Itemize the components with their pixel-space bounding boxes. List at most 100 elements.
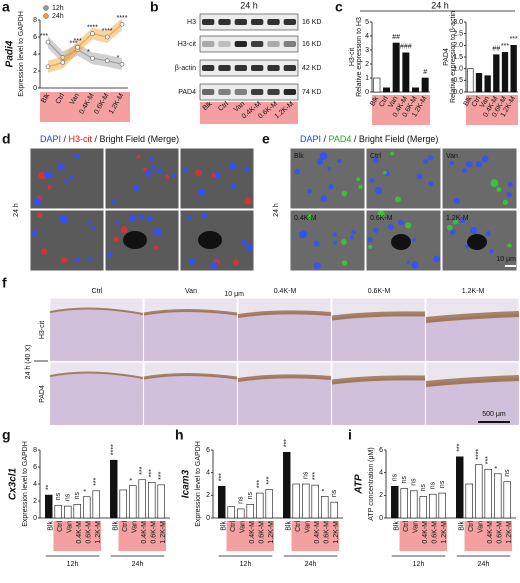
cell <box>136 154 141 159</box>
cell <box>313 240 320 247</box>
cell <box>244 166 250 172</box>
x-tick-label: 0.6K-M <box>497 521 504 544</box>
cell <box>485 231 491 237</box>
legend-label: 12h <box>52 5 64 12</box>
cell <box>171 173 177 178</box>
title-part: / <box>61 134 69 144</box>
cell <box>165 174 170 180</box>
band-size: 16 KD <box>302 19 321 26</box>
significance: ### <box>400 44 412 51</box>
point <box>104 34 110 40</box>
y-tick-label: 4 <box>206 470 210 477</box>
significance: **** <box>476 449 483 460</box>
y-tick-label: 5 <box>365 19 369 26</box>
group-label: 24h <box>305 561 317 568</box>
y-label: Expression level to GAPDH <box>195 441 202 527</box>
significance: *** <box>219 473 226 481</box>
bar <box>302 483 310 519</box>
cell <box>57 163 65 171</box>
cell <box>446 224 453 231</box>
significance: **** <box>87 24 98 31</box>
bar <box>400 488 408 519</box>
row-label: 24 h (40 X) <box>25 345 32 380</box>
title-part: DAPI <box>40 134 61 144</box>
cell <box>142 167 148 172</box>
cell <box>68 175 74 181</box>
x-tick-label: 0.4K-M <box>314 521 321 544</box>
significance: *** <box>139 466 146 474</box>
bar <box>330 501 338 519</box>
x-tick-label: Ctrl <box>471 95 483 108</box>
significance: ns <box>74 492 81 500</box>
cell <box>449 161 454 166</box>
stain <box>237 310 332 318</box>
cell <box>145 169 153 177</box>
stain <box>237 374 332 382</box>
cell <box>128 214 137 222</box>
y-tick-label: 2 <box>365 61 369 68</box>
cell <box>86 256 91 261</box>
cell <box>464 244 469 249</box>
point <box>90 31 95 36</box>
title-part: / Bright Field (Merge) <box>351 134 438 144</box>
significance: * <box>87 49 90 56</box>
treatment-band <box>53 521 101 551</box>
lane-label: Blk <box>202 100 214 112</box>
blot-strip <box>199 35 299 53</box>
cell <box>428 181 434 187</box>
bar <box>429 493 437 519</box>
tissue <box>426 314 519 361</box>
significance: *** <box>93 477 100 485</box>
cell <box>332 232 337 237</box>
x-tick-label: 0.6K-M <box>259 521 266 544</box>
cell <box>369 178 375 183</box>
legend-marker <box>43 13 49 19</box>
x-tick-label: 0.4K-M <box>76 521 83 544</box>
stain <box>331 375 426 385</box>
point <box>90 55 95 61</box>
panel-letter: g <box>2 427 11 443</box>
y-tick-label: 8 <box>33 17 37 24</box>
scale-label: 10 μm <box>224 291 244 298</box>
x-tick-label: Blk <box>221 521 228 531</box>
blot-band <box>202 65 215 71</box>
y-tick-label: 8 <box>33 447 37 454</box>
cell <box>153 245 159 251</box>
point <box>45 39 51 45</box>
blot-band <box>251 89 264 95</box>
y-title: PAD4 <box>443 48 450 66</box>
x-tick-label: 1.2K-M <box>333 521 340 544</box>
significance: ns <box>247 492 254 500</box>
x-tick-label: 0.4K-M <box>422 521 429 544</box>
significance: ns <box>420 484 427 492</box>
cell <box>377 210 385 218</box>
cell <box>337 158 342 164</box>
x-tick-label: Ctrl <box>55 92 67 105</box>
cell <box>230 182 237 189</box>
tissue <box>332 377 425 425</box>
blot-title: 24 h <box>240 0 258 10</box>
y-tick-label: 1.0 <box>453 66 463 73</box>
point <box>45 64 51 70</box>
significance: *** <box>158 471 165 479</box>
group-label: 12h <box>413 561 425 568</box>
cell <box>319 152 328 160</box>
significance: *** <box>485 456 492 464</box>
band-size: 42 KD <box>302 65 321 72</box>
y-gene: Cx3cl1 <box>8 467 19 500</box>
significance: ns <box>65 493 72 501</box>
cell <box>507 181 513 187</box>
cell <box>433 255 441 263</box>
bar <box>64 505 72 519</box>
panel-letter: d <box>2 131 11 147</box>
column-label: 1.2K-M <box>462 288 485 295</box>
bar <box>311 484 319 519</box>
y-tick-label: 2 <box>33 498 37 505</box>
bar <box>510 45 517 93</box>
row-label: 24 h <box>273 203 280 217</box>
x-tick-label: Ctrl <box>403 521 410 532</box>
x-tick-label: 0.6K-M <box>86 521 93 544</box>
significance: * <box>84 489 91 492</box>
bar <box>421 77 429 93</box>
